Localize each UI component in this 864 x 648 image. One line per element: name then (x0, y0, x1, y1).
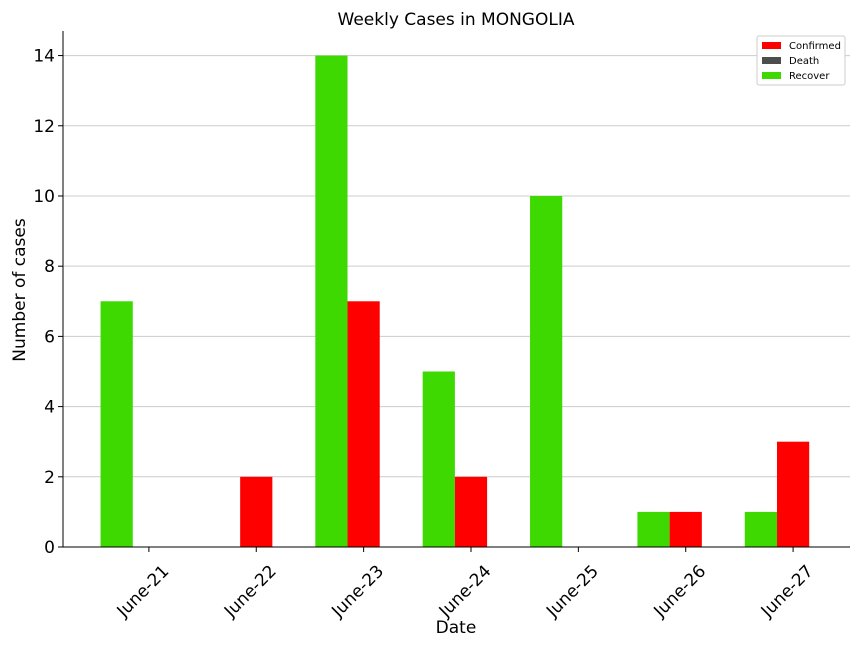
y-axis-label: Number of cases (10, 218, 30, 362)
y-tick-label: 0 (44, 538, 55, 558)
legend-label: Recover (789, 71, 830, 82)
x-tick-label: June-27 (757, 561, 818, 622)
confirmed-bar (669, 511, 702, 547)
y-tick-labels: 0 2 4 6 8 10 12 14 (33, 47, 63, 558)
recover-bar (100, 301, 133, 547)
legend-swatch (762, 72, 781, 79)
x-tick-label: June-23 (327, 561, 388, 622)
legend-label: Confirmed (789, 41, 841, 52)
confirmed-bar (454, 476, 488, 547)
x-tick-label: June-21 (113, 561, 174, 622)
legend-swatch (762, 57, 781, 64)
recover-bar (315, 55, 348, 547)
y-tick-label: 14 (33, 47, 55, 67)
x-tick-label: June-26 (650, 561, 711, 622)
recover-bar (744, 511, 777, 547)
recover-bar (637, 511, 670, 547)
axes (62, 31, 850, 548)
legend-swatch (762, 42, 781, 49)
y-tick-label: 10 (33, 187, 55, 207)
confirmed-bar (776, 441, 810, 547)
legend: Confirmed Death Recover (756, 35, 846, 86)
confirmed-bar (240, 476, 273, 547)
y-tick-label: 12 (33, 117, 55, 137)
y-tick-label: 2 (44, 468, 55, 488)
bars (100, 55, 810, 547)
x-tick-label: June-24 (435, 561, 496, 622)
gridlines (63, 55, 850, 478)
x-axis-label: Date (436, 618, 477, 638)
confirmed-bar (347, 301, 380, 547)
legend-label: Death (789, 56, 819, 67)
x-tick-labels: June-21 June-22 June-23 June-24 June-25 June-… (113, 547, 818, 622)
recover-bar (530, 195, 563, 547)
chart-title: Weekly Cases in MONGOLIA (338, 10, 575, 30)
y-tick-label: 4 (44, 398, 55, 418)
y-tick-label: 8 (44, 257, 55, 277)
x-tick-label: June-22 (220, 561, 281, 622)
x-tick-label: June-25 (542, 561, 603, 622)
y-tick-label: 6 (44, 327, 55, 347)
recover-bar (422, 371, 455, 547)
